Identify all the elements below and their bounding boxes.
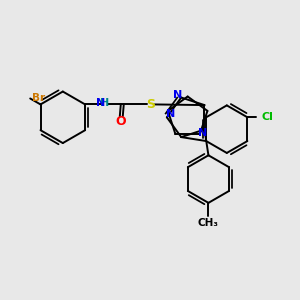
Text: N: N	[198, 128, 207, 139]
Text: CH₃: CH₃	[198, 218, 219, 228]
Text: S: S	[146, 98, 155, 111]
Text: Br: Br	[32, 94, 45, 103]
Text: O: O	[116, 115, 126, 128]
Text: Cl: Cl	[261, 112, 273, 122]
Text: H: H	[100, 98, 110, 108]
Text: N: N	[96, 98, 106, 108]
Text: N: N	[172, 89, 182, 100]
Text: N: N	[166, 109, 176, 119]
